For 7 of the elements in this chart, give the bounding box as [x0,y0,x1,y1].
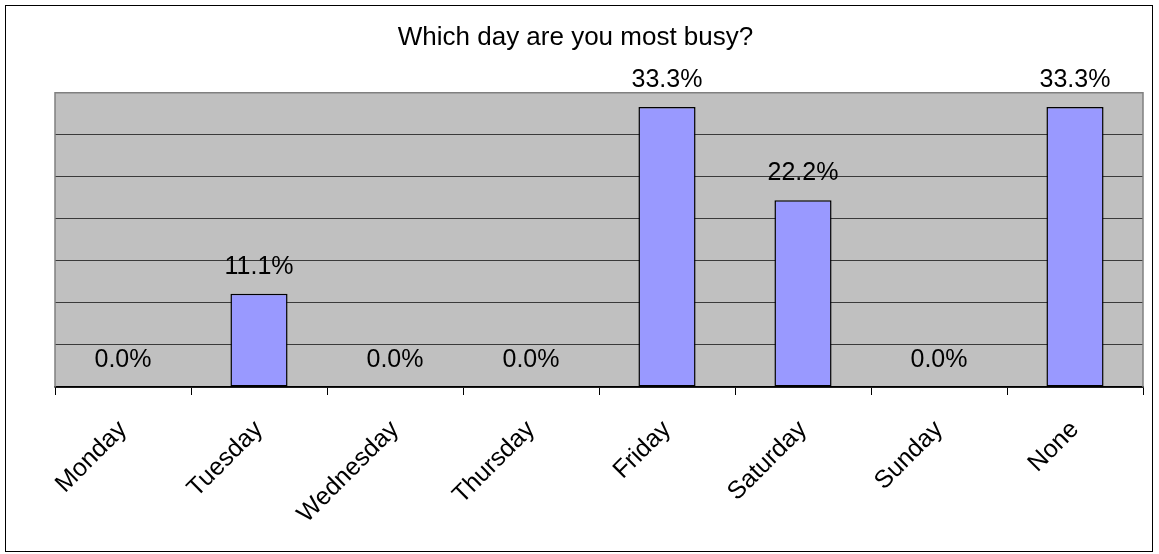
data-label: 0.0% [910,343,968,372]
data-label: 0.0% [366,343,424,372]
chart-title: Which day are you most busy? [397,20,754,51]
data-label: 33.3% [1039,63,1111,92]
data-label: 33.3% [631,63,703,92]
data-label: 0.0% [502,343,560,372]
data-label: 0.0% [94,343,152,372]
